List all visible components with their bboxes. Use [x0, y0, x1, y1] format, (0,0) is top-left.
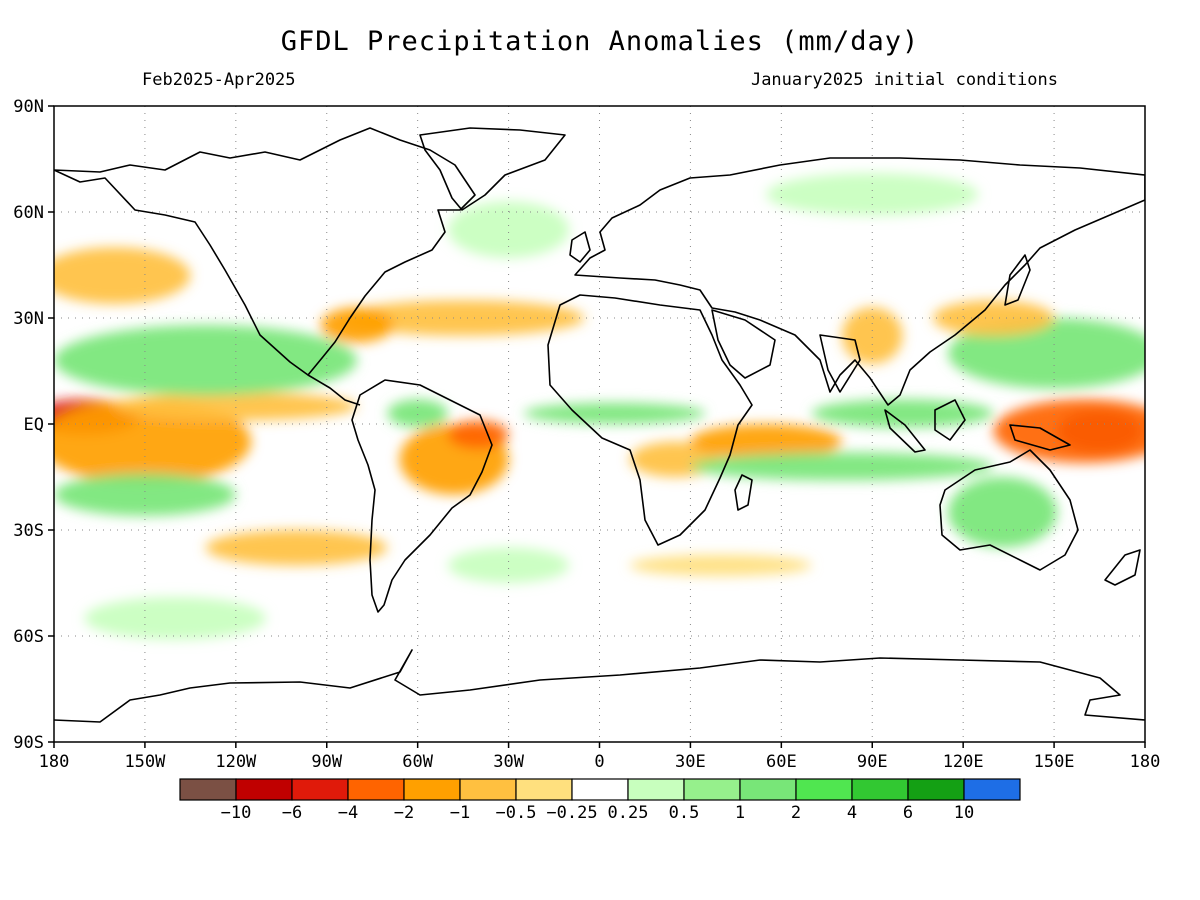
colorbar-swatch [907, 778, 965, 801]
coast-madagascar [734, 474, 753, 511]
colorbar-label: −0.5 [496, 803, 537, 823]
anomaly-region [320, 307, 394, 343]
colorbar-swatch [179, 778, 237, 801]
lon-label: 90E [857, 752, 888, 772]
lat-label: 30S [13, 521, 44, 541]
colorbar-label: −6 [282, 803, 302, 823]
anomaly-region [811, 399, 994, 428]
colorbar-swatch [347, 778, 405, 801]
anomaly-region [84, 597, 267, 640]
colorbar: −10 −6 −4 −2 −1 −0.5 −0.25 0.25 0.5 1 2 4 6 10 [179, 778, 1021, 823]
anomaly-region [766, 173, 979, 216]
colorbar-swatch [627, 778, 685, 801]
lat-label: EQ [24, 415, 44, 435]
colorbar-label: −2 [394, 803, 414, 823]
colorbar-label: 4 [847, 803, 857, 823]
coast-india [819, 334, 861, 393]
anomaly-region [387, 399, 448, 428]
colorbar-label: 1 [735, 803, 745, 823]
colorbar-label: −0.25 [546, 803, 597, 823]
anomaly-region [948, 318, 1145, 389]
colorbar-label: 0.5 [669, 803, 700, 823]
colorbar-swatch [739, 778, 797, 801]
longitude-labels: 180 150W 120W 90W 60W 30W 0 30E 60E 90E 120E 150E 18… [39, 742, 1161, 772]
coast-north-america [54, 127, 476, 376]
colorbar-label: 2 [791, 803, 801, 823]
colorbar-label: 6 [903, 803, 913, 823]
coast-australia [939, 449, 1079, 571]
colorbar-swatch [963, 778, 1021, 801]
lat-label: 90S [13, 733, 44, 753]
anomaly-region [447, 201, 570, 258]
colorbar-label: −10 [221, 803, 252, 823]
coast-british-isles [569, 231, 591, 263]
lon-label: 0 [594, 752, 604, 772]
coast-greenland [419, 127, 566, 211]
colorbar-label: 10 [954, 803, 974, 823]
colorbar-swatch [571, 778, 629, 801]
anomaly-region [993, 399, 1145, 463]
anomaly-region [447, 547, 570, 583]
lon-label: 180 [39, 752, 70, 772]
anomaly-region [54, 399, 251, 485]
lon-label: 30W [493, 752, 524, 772]
colorbar-swatch [515, 778, 573, 801]
lon-label: 180 [1130, 752, 1161, 772]
anomaly-region [54, 473, 236, 516]
coast-africa [547, 294, 753, 546]
anomaly-region [205, 530, 388, 566]
lon-label: 60W [402, 752, 433, 772]
lat-label: 60N [13, 203, 44, 223]
lon-label: 60E [766, 752, 797, 772]
coast-eurasia [574, 157, 1145, 406]
anomaly-region [690, 452, 994, 481]
anomaly-region [932, 300, 1055, 336]
anomaly-region [629, 554, 812, 576]
lon-label: 150W [124, 752, 166, 772]
lon-label: 30E [675, 752, 706, 772]
latitude-labels: 90N 60N 30N EQ 30S 60S 90S [13, 97, 54, 753]
coast-new-zealand [1104, 549, 1141, 586]
coast-arabia [711, 309, 776, 379]
colorbar-label: −4 [338, 803, 358, 823]
initial-conditions: January2025 initial conditions [750, 70, 1058, 90]
coast-japan [1004, 254, 1031, 306]
colorbar-label: 0.25 [608, 803, 649, 823]
coast-antarctica [54, 649, 1145, 723]
lon-label: 90W [311, 752, 342, 772]
lat-label: 60S [13, 627, 44, 647]
coastlines [54, 127, 1145, 723]
colorbar-swatch [683, 778, 741, 801]
coast-south-america [351, 379, 493, 613]
lon-label: 120E [943, 752, 984, 772]
anomaly-region [54, 325, 358, 396]
lat-label: 30N [13, 309, 44, 329]
forecast-period: Feb2025-Apr2025 [142, 70, 296, 90]
colorbar-swatch [291, 778, 349, 801]
lat-label: 90N [13, 97, 44, 117]
coast-new-guinea [1009, 424, 1071, 451]
colorbar-swatch [235, 778, 293, 801]
colorbar-label: −1 [450, 803, 470, 823]
anomaly-region [341, 300, 585, 336]
anomaly-region [948, 476, 1058, 548]
map-title: GFDL Precipitation Anomalies (mm/day) [280, 26, 920, 57]
colorbar-swatch [403, 778, 461, 801]
lon-label: 120W [215, 752, 257, 772]
anomaly-region [114, 392, 358, 421]
anomaly-region [447, 420, 509, 449]
anomaly-region [54, 247, 191, 304]
anomaly-region [690, 424, 842, 460]
anomaly-region [523, 402, 706, 424]
lon-label: 150E [1034, 752, 1075, 772]
coast-central-america [307, 374, 361, 406]
coast-sumatra [884, 409, 926, 453]
colorbar-swatch [851, 778, 909, 801]
coast-borneo [934, 399, 966, 441]
anomaly-field [54, 173, 1145, 640]
colorbar-swatch [795, 778, 853, 801]
anomaly-region [841, 307, 903, 364]
colorbar-swatch [459, 778, 517, 801]
